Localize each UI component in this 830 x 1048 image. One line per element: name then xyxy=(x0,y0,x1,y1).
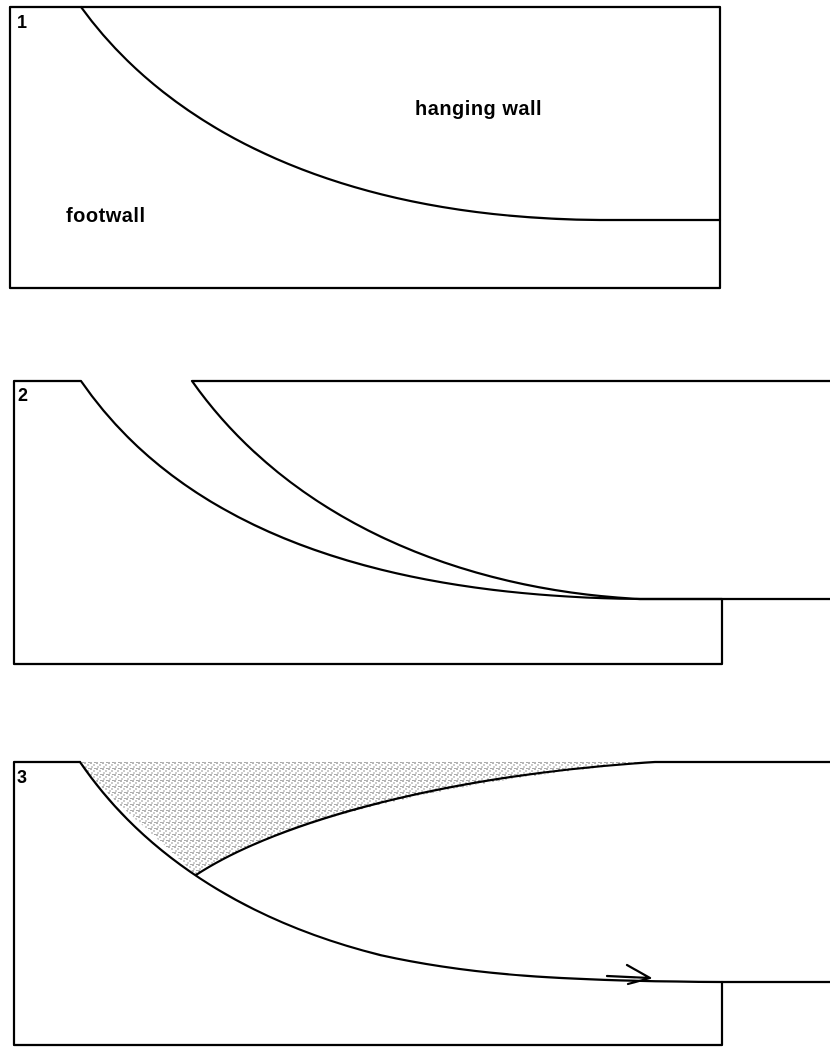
panel-3-fault-line xyxy=(78,760,724,984)
hanging-wall-label: hanging wall xyxy=(415,98,542,120)
panel-1-number: 1 xyxy=(17,12,27,32)
panel-1-fault-line xyxy=(79,5,722,222)
panel-2: 2 xyxy=(12,379,830,666)
panel-3-sediment-wedge xyxy=(80,762,655,875)
panel-1: 1 hanging wall footwall xyxy=(8,5,722,290)
panel-3: 3 xyxy=(12,760,830,1047)
panel-2-number: 2 xyxy=(18,385,28,405)
panel-3-wedge-boundary xyxy=(194,760,830,877)
footwall-label: footwall xyxy=(66,205,146,227)
panel-2-footwall xyxy=(12,379,724,666)
panel-1-frame xyxy=(8,5,722,290)
panel-3-number: 3 xyxy=(17,767,27,787)
panel-2-hanging-wall xyxy=(190,379,830,601)
displacement-arrow xyxy=(605,963,652,986)
panel-3-footwall xyxy=(12,760,830,1047)
